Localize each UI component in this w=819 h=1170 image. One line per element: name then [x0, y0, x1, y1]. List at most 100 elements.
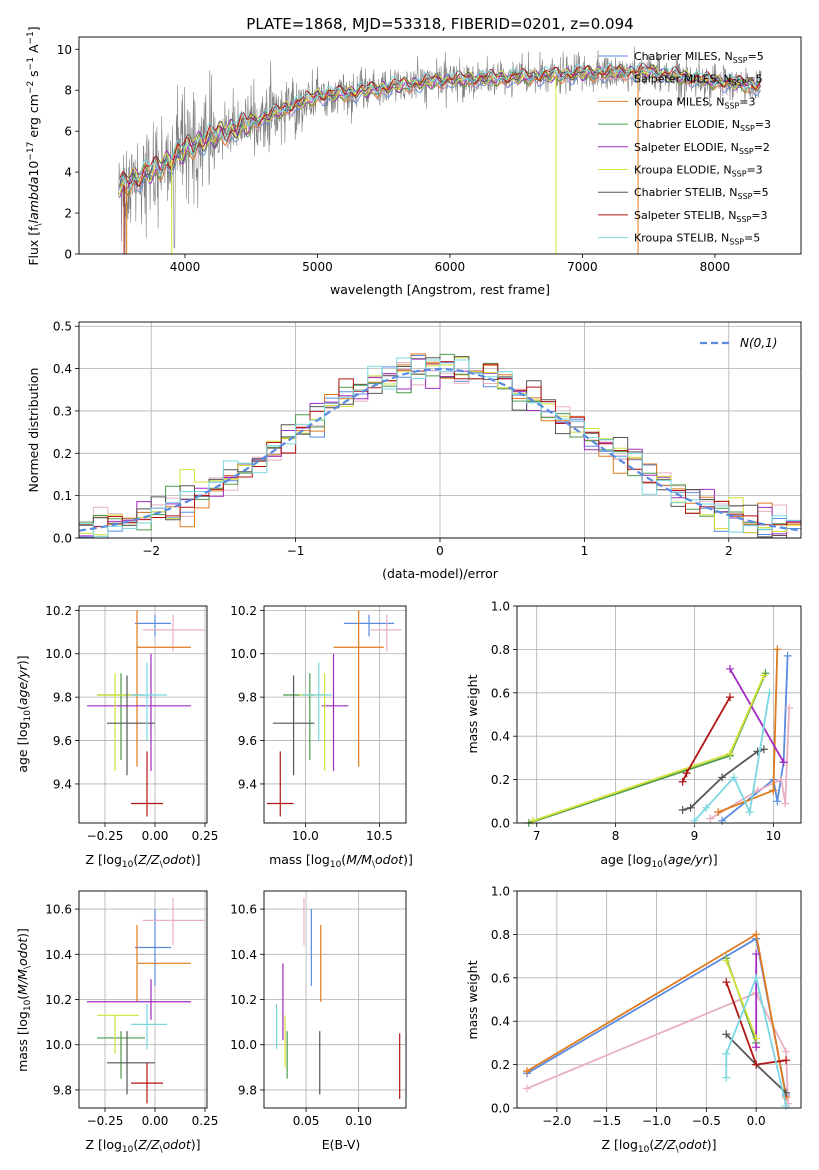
weight-point [528, 816, 537, 825]
weight-point [752, 1060, 761, 1069]
x-tick-label: 7 [533, 829, 541, 843]
histogram-axes [78, 321, 802, 539]
label-part: 10 [26, 161, 41, 177]
errorbar-axes [263, 605, 407, 824]
legend-label: Chabrier ELODIE, NSSP=3 [634, 118, 771, 133]
weight-point [726, 749, 734, 758]
x-tick-label: 0.05 [293, 1114, 320, 1128]
grid-lines [264, 891, 406, 1108]
y-tick-label: 1.0 [491, 885, 510, 899]
weight-point [686, 803, 695, 812]
label-part: SSP [724, 101, 739, 110]
errorbar-axes [78, 605, 208, 824]
weight-point [718, 773, 727, 782]
grid-lines [79, 891, 207, 1108]
label-part: 10.6 [230, 903, 257, 917]
label-part: E(B-V) [322, 1137, 361, 1152]
weight-line [526, 991, 789, 1104]
weight-point [753, 786, 762, 795]
legend-label: Salpeter ELODIE, NSSP=2 [634, 141, 770, 156]
y-tick-label: 9.8 [53, 691, 72, 705]
y-tick-label: 9.8 [238, 1083, 257, 1097]
weight-ylabel: mass weight [465, 960, 480, 1039]
x-tick-label: 4000 [170, 260, 201, 274]
y-tick-label: 10.2 [45, 604, 72, 618]
x-tick-label: −0.25 [87, 1114, 124, 1128]
label-part: )] [15, 928, 30, 938]
weight-point [522, 1084, 531, 1093]
weight-point [722, 1073, 731, 1082]
label-part: 10 [23, 999, 33, 1011]
label-part: odot [375, 852, 404, 867]
label-part: 9.8 [238, 1083, 257, 1097]
label-part: 9.6 [53, 734, 72, 748]
label-part: 10.2 [230, 604, 257, 618]
y-tick-label: 9.6 [238, 734, 257, 748]
x-tick-label: 2 [725, 544, 733, 558]
weight-line [693, 692, 771, 822]
weight-point [726, 664, 734, 673]
weight-point [682, 769, 691, 778]
label-part: M/M [15, 969, 30, 995]
x-tick-label: 5000 [302, 260, 333, 274]
label-part: −2 [26, 81, 36, 94]
label-part: 10 [57, 43, 72, 57]
y-tick-label: 9.4 [238, 777, 257, 791]
weight-point [752, 1034, 761, 1043]
label-part: 10.0 [230, 647, 257, 661]
y-tick-label: 10.6 [230, 903, 257, 917]
weight-point [782, 1101, 791, 1110]
label-part: 0.8 [491, 643, 510, 657]
label-part: Normed distribution [26, 368, 41, 493]
label-part: −2 [142, 544, 160, 558]
label-part: 10.0 [45, 1038, 72, 1052]
label-part: Kroupa STELIB, N [634, 232, 729, 245]
y-tick-label: 9.8 [53, 1083, 72, 1097]
label-part: 8 [612, 829, 620, 843]
errorbar-xlabel: Z [log10(Z/Z\odot)] [85, 852, 200, 870]
weight-point [773, 797, 782, 806]
label-part: 0.00 [142, 829, 169, 843]
label-part: SSP [732, 170, 747, 179]
label-part: 10 [638, 1145, 650, 1155]
label-part: 10.5 [366, 829, 393, 843]
label-part: 0.4 [491, 1015, 510, 1029]
x-tick-label: 1 [581, 544, 589, 558]
label-part: odot [163, 852, 192, 867]
label-part: 9.8 [53, 1083, 72, 1097]
y-tick-label: 0.5 [53, 320, 72, 334]
label-part: age [log [15, 721, 30, 772]
label-part: SSP [732, 79, 747, 88]
label-part: 0.0 [53, 532, 72, 546]
y-tick-label: 0.4 [491, 730, 510, 744]
errorbar-ylabel: mass [log10(M/M\odot)] [15, 928, 33, 1072]
y-tick-label: 10.2 [45, 993, 72, 1007]
legend-label: Chabrier STELIB, NSSP=5 [634, 186, 769, 201]
y-tick-label: 10.0 [230, 647, 257, 661]
label-part: 1 [581, 544, 589, 558]
label-part: 0.1 [53, 489, 72, 503]
weight-line [721, 655, 789, 822]
weight-point [722, 956, 731, 965]
label-part: SSP [733, 56, 748, 65]
label-part: SSP [740, 124, 755, 133]
label-part: wavelength [Angstrom, rest frame] [330, 282, 550, 297]
label-part: 9.4 [238, 777, 257, 791]
label-part: )] [191, 852, 201, 867]
label-part: )] [707, 1137, 717, 1152]
histogram-step [79, 358, 801, 539]
y-tick-label: 0 [64, 248, 72, 262]
legend-label: Salpeter MILES, NSSP=5 [634, 73, 763, 88]
label-part: 10 [766, 829, 781, 843]
y-tick-label: 10.0 [45, 1038, 72, 1052]
label-part: PLATE=1868, MJD=53318, FIBERID=0201, z=0… [246, 15, 633, 33]
label-part: age/yr [15, 664, 30, 705]
label-part: 0.4 [491, 730, 510, 744]
legend-label: Chabrier MILES, NSSP=5 [634, 50, 764, 65]
normal-curve [78, 367, 802, 532]
label-part: 10.2 [230, 993, 257, 1007]
y-tick-label: 0.4 [53, 362, 72, 376]
label-part: =5 [744, 232, 760, 245]
label-part: s [26, 70, 41, 81]
y-tick-label: 0.6 [491, 971, 510, 985]
